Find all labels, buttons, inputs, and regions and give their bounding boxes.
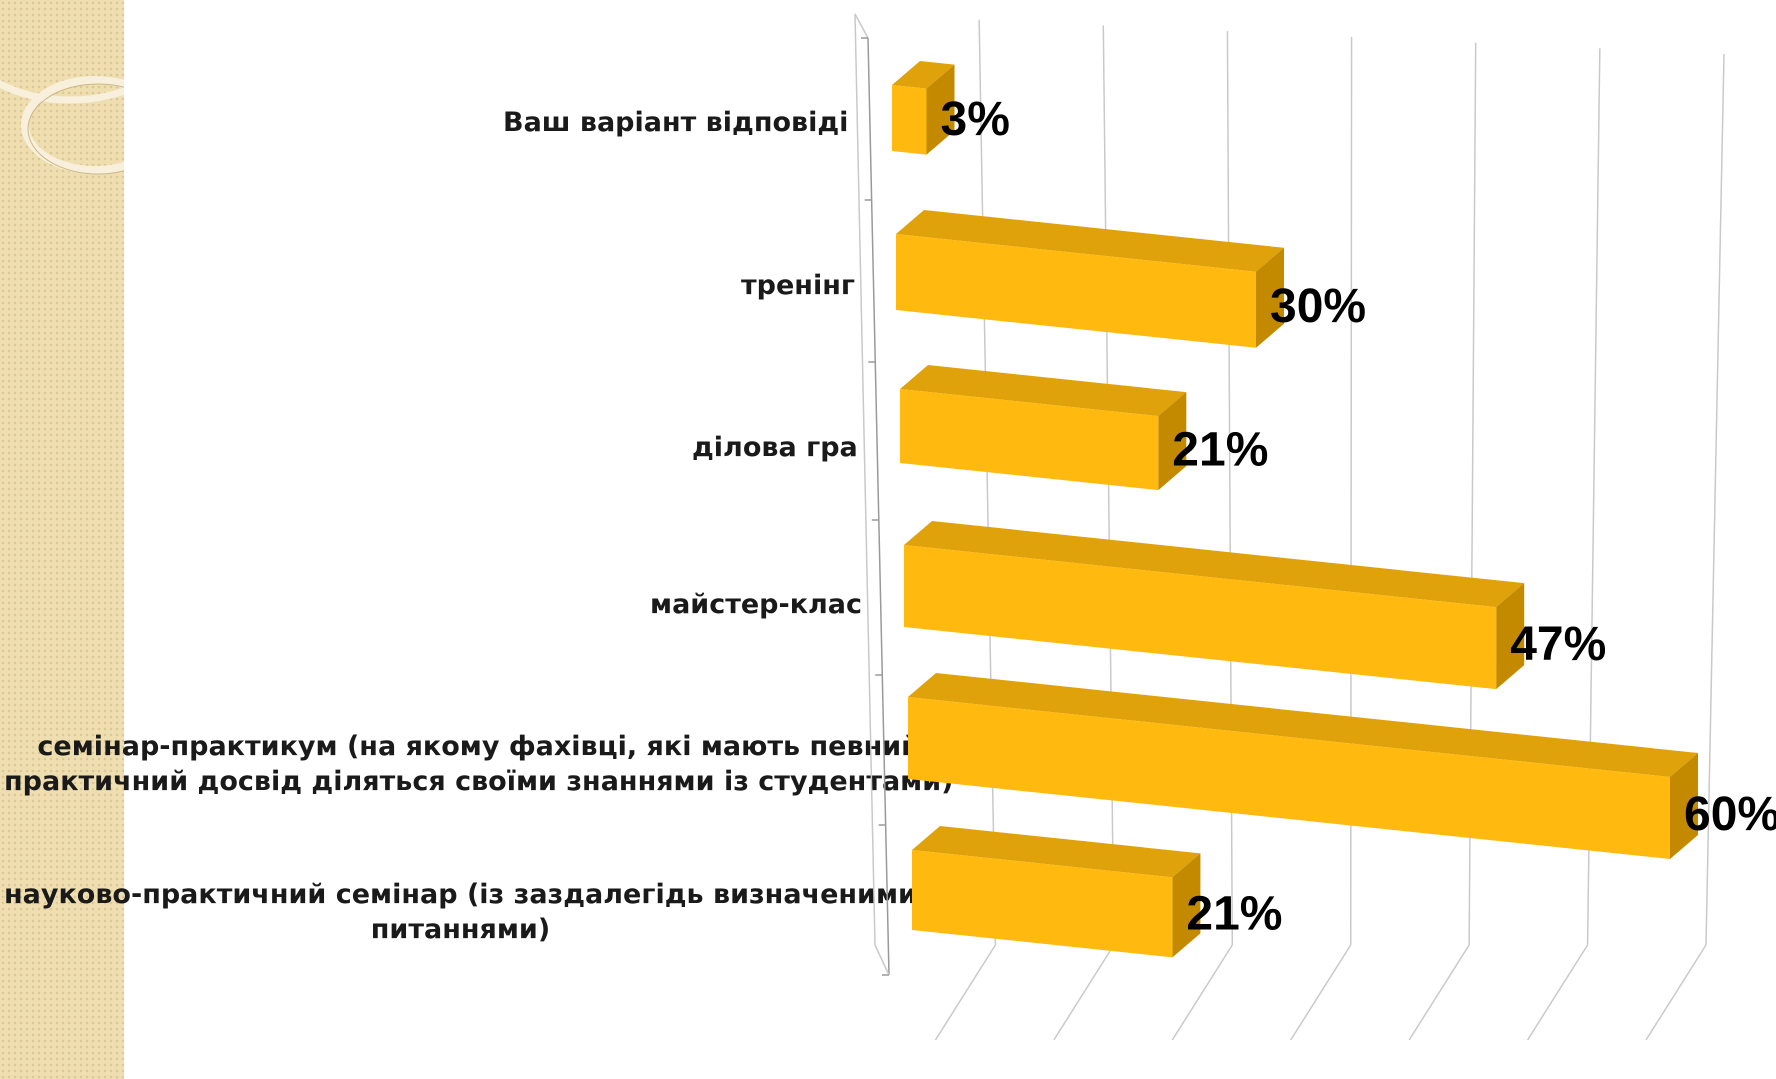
category-label-line: практичний досвід діляться своїми знання… xyxy=(4,766,954,798)
value-label-2: 21% xyxy=(1172,424,1268,477)
category-label-line: науково-практичний семінар (із заздалегі… xyxy=(4,879,917,910)
category-label-line: ділова гра xyxy=(692,431,858,463)
bar-side-0 xyxy=(926,64,955,155)
bar-side-3 xyxy=(1496,583,1525,690)
category-label-line: майстер-клас xyxy=(650,588,863,620)
bar-1 xyxy=(896,234,1256,348)
category-label-1: тренінг xyxy=(741,268,855,303)
bar-side-2 xyxy=(1158,392,1187,491)
floor-gridline-50 xyxy=(1408,944,1470,1041)
value-label-3: 47% xyxy=(1510,618,1606,671)
bar-top-4 xyxy=(908,673,1698,778)
bar-0 xyxy=(892,85,927,155)
floor-gridline-10 xyxy=(934,944,997,1041)
gridline-10 xyxy=(978,19,997,946)
category-label-line: тренінг xyxy=(741,269,855,301)
floor-gridline-60 xyxy=(1526,944,1589,1041)
bar-top-1 xyxy=(896,210,1284,272)
back-axis-line xyxy=(854,13,876,946)
category-label-line: семінар-практикум (на якому фахівці, які… xyxy=(37,731,921,762)
axis-bottom-cap xyxy=(874,944,890,976)
axis-top-cap xyxy=(854,13,869,39)
floor-gridline-30 xyxy=(1171,944,1233,1041)
bar-3 xyxy=(904,545,1497,690)
bar-top-3 xyxy=(904,521,1525,608)
bar-4 xyxy=(908,697,1670,860)
bar-top-5 xyxy=(912,826,1201,878)
bar-side-5 xyxy=(1172,853,1201,958)
bar-5 xyxy=(912,850,1173,958)
bar-top-2 xyxy=(900,365,1187,417)
value-label-5: 21% xyxy=(1186,887,1282,940)
gridline-70 xyxy=(1705,53,1725,946)
bar-side-4 xyxy=(1670,753,1698,860)
value-label-0: 3% xyxy=(941,93,1010,146)
category-label-line: Ваш варіант відповіді xyxy=(503,106,849,138)
category-label-3: майстер-клас xyxy=(650,587,862,622)
category-label-2: ділова гра xyxy=(692,430,858,465)
value-axis-line xyxy=(867,37,890,976)
floor-gridline-20 xyxy=(1053,944,1115,1041)
category-label-line: питаннями) xyxy=(370,914,551,946)
category-label-5: науково-практичний семінар (із заздалегі… xyxy=(4,877,917,947)
category-label-0: Ваш варіант відповіді xyxy=(503,105,848,140)
decorative-side-strip xyxy=(0,0,124,1079)
floor-gridline-40 xyxy=(1290,944,1352,1041)
value-label-1: 30% xyxy=(1270,280,1366,333)
bar-top-0 xyxy=(892,61,955,89)
floor-gridline-70 xyxy=(1645,944,1707,1041)
category-label-4: семінар-практикум (на якому фахівці, які… xyxy=(4,729,954,799)
decorative-rings xyxy=(0,76,124,175)
bar-2 xyxy=(900,389,1159,491)
bar-side-1 xyxy=(1256,247,1284,348)
value-label-4: 60% xyxy=(1684,788,1776,841)
